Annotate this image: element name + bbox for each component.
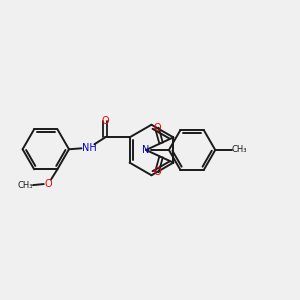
Text: N: N [142, 145, 150, 155]
Text: O: O [153, 123, 161, 133]
Text: CH₃: CH₃ [232, 146, 247, 154]
Text: NH: NH [82, 143, 96, 153]
Text: O: O [101, 116, 109, 126]
Text: CH₃: CH₃ [17, 181, 33, 190]
Text: O: O [153, 167, 161, 177]
Text: O: O [45, 178, 52, 189]
